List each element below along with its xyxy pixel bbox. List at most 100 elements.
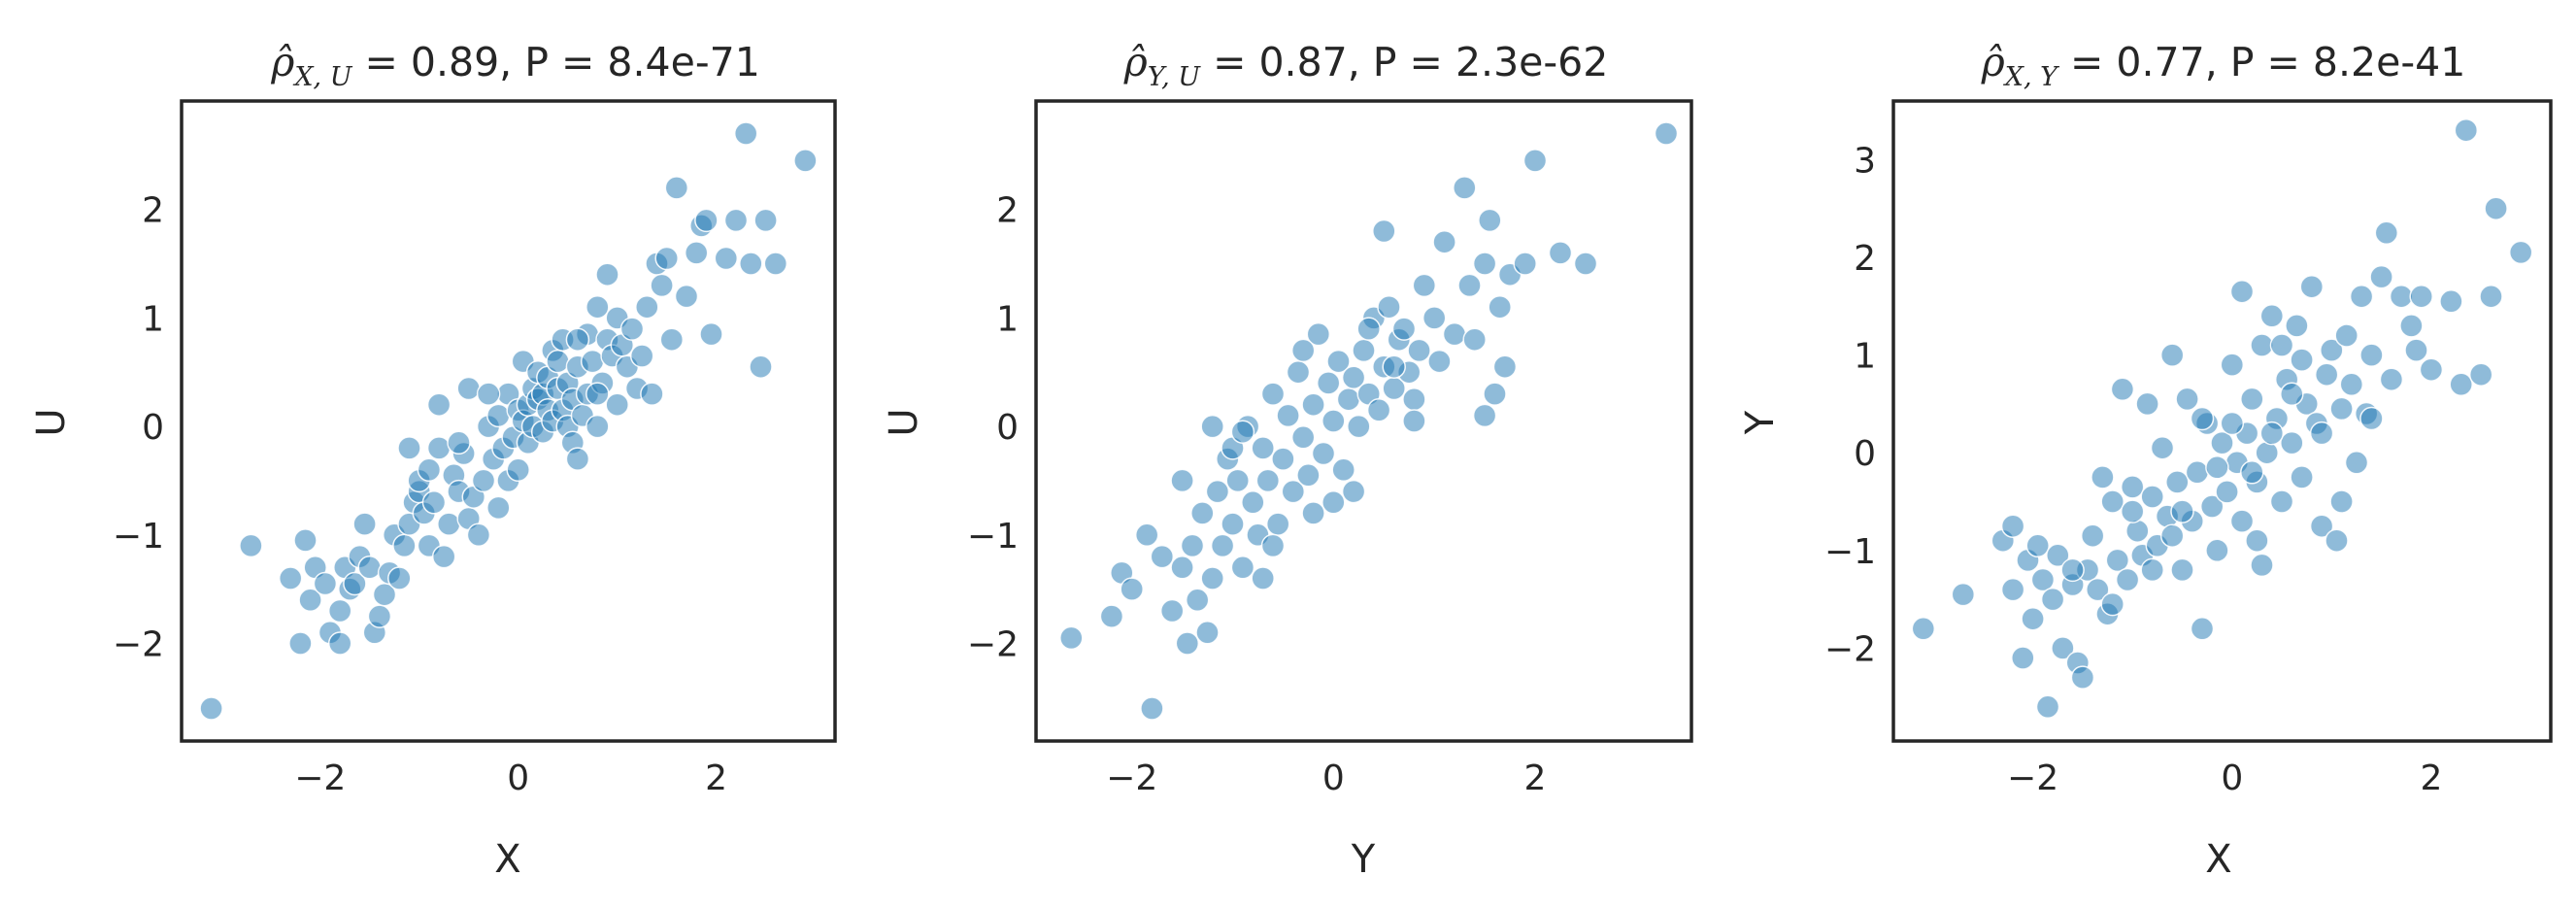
data-point bbox=[565, 327, 590, 352]
data-point bbox=[417, 457, 442, 483]
data-point bbox=[2215, 480, 2239, 504]
data-point bbox=[2205, 538, 2229, 563]
data-point bbox=[1654, 121, 1679, 146]
y-tick-label: 1 bbox=[1854, 337, 1876, 377]
data-point bbox=[1442, 321, 1467, 347]
data-point bbox=[1200, 566, 1224, 590]
data-point bbox=[2025, 533, 2050, 558]
data-point bbox=[447, 430, 471, 455]
data-point bbox=[733, 121, 758, 146]
data-point bbox=[2091, 465, 2115, 489]
data-point bbox=[1210, 533, 1235, 558]
y-tick-label: −2 bbox=[1824, 629, 1876, 669]
data-point bbox=[1457, 273, 1482, 298]
data-point bbox=[2344, 451, 2369, 475]
data-point bbox=[1427, 349, 1452, 374]
data-point bbox=[585, 294, 610, 320]
panel-1-xticks: −2 0 2 bbox=[294, 758, 727, 798]
panel-2-xlabel: Y bbox=[1351, 837, 1376, 882]
data-point bbox=[1159, 598, 1185, 624]
data-point bbox=[2269, 489, 2294, 514]
data-point bbox=[2030, 567, 2056, 592]
data-point bbox=[1265, 512, 1290, 536]
data-point bbox=[585, 382, 610, 406]
data-point bbox=[2484, 196, 2508, 220]
data-point bbox=[426, 436, 452, 460]
data-point bbox=[397, 436, 421, 460]
data-point bbox=[2205, 455, 2229, 480]
y-tick-label: 2 bbox=[996, 191, 1019, 231]
panel-2-title: ρ̂Y, U = 0.87, P = 2.3e-62 bbox=[1123, 39, 1609, 92]
y-tick-label: 2 bbox=[142, 191, 164, 231]
data-point bbox=[2040, 587, 2065, 612]
data-point bbox=[1205, 479, 1230, 504]
data-point bbox=[763, 252, 788, 276]
data-point bbox=[1175, 631, 1200, 656]
y-tick-label: −2 bbox=[113, 625, 164, 665]
y-tick-label: 0 bbox=[996, 408, 1019, 448]
panel-2-xticks: −2 0 2 bbox=[1106, 758, 1546, 798]
y-tick-label: 1 bbox=[996, 299, 1019, 339]
data-point bbox=[431, 544, 456, 569]
data-point bbox=[1472, 252, 1497, 276]
data-point bbox=[1170, 556, 1194, 580]
data-point bbox=[605, 392, 629, 417]
data-point bbox=[367, 604, 392, 628]
data-point bbox=[1478, 208, 1502, 233]
data-point bbox=[654, 246, 679, 271]
data-point bbox=[1255, 468, 1281, 493]
data-point bbox=[1301, 501, 1325, 525]
data-point bbox=[1377, 294, 1401, 320]
data-point bbox=[327, 631, 352, 656]
data-point bbox=[2220, 411, 2245, 436]
y-tick-label: −1 bbox=[1824, 532, 1876, 572]
data-point bbox=[387, 566, 412, 590]
data-point bbox=[2070, 665, 2095, 690]
data-point bbox=[1321, 409, 1346, 433]
data-point bbox=[1331, 457, 1355, 483]
panel-2: ρ̂Y, U = 0.87, P = 2.3e-62 −2 0 2 −2−1012 … bbox=[882, 39, 1693, 882]
data-point bbox=[2165, 470, 2190, 494]
panel-2-points bbox=[1059, 121, 1679, 721]
data-point bbox=[2190, 617, 2215, 641]
x-tick-label: −2 bbox=[294, 758, 346, 798]
data-point bbox=[426, 392, 452, 417]
data-point bbox=[1573, 252, 1598, 276]
data-point bbox=[1120, 577, 1144, 601]
data-point bbox=[2439, 289, 2463, 314]
data-point bbox=[313, 571, 338, 596]
x-tick-label: 2 bbox=[2420, 758, 2442, 798]
data-point bbox=[1483, 382, 1507, 406]
data-point bbox=[456, 376, 481, 401]
data-point bbox=[2051, 636, 2075, 660]
panel-1: ρ̂X, U = 0.89, P = 8.4e-71 −2 0 2 −2−1012 … bbox=[29, 39, 837, 882]
data-point bbox=[476, 382, 501, 406]
panel-2-frame bbox=[1034, 99, 1693, 743]
data-point bbox=[2389, 284, 2414, 309]
data-point bbox=[595, 262, 619, 286]
data-point bbox=[664, 176, 689, 200]
data-point bbox=[1290, 425, 1316, 450]
data-point bbox=[1059, 625, 1084, 651]
data-point bbox=[2374, 220, 2399, 246]
data-point bbox=[1251, 566, 1275, 590]
data-point bbox=[2250, 553, 2274, 578]
data-point bbox=[2349, 284, 2374, 309]
data-point bbox=[2175, 387, 2199, 412]
y-tick-label: −2 bbox=[967, 625, 1019, 665]
data-point bbox=[2379, 367, 2404, 391]
data-point bbox=[1170, 468, 1194, 493]
data-point bbox=[2449, 372, 2473, 397]
data-point bbox=[2120, 475, 2145, 499]
data-point bbox=[1492, 354, 1518, 379]
data-point bbox=[1286, 359, 1311, 385]
data-point bbox=[546, 349, 570, 374]
data-point bbox=[2309, 514, 2334, 538]
data-point bbox=[2259, 421, 2285, 446]
data-point bbox=[629, 344, 654, 368]
data-point bbox=[619, 317, 645, 341]
data-point bbox=[674, 284, 699, 309]
data-point bbox=[506, 457, 530, 483]
data-point bbox=[1251, 436, 1275, 460]
